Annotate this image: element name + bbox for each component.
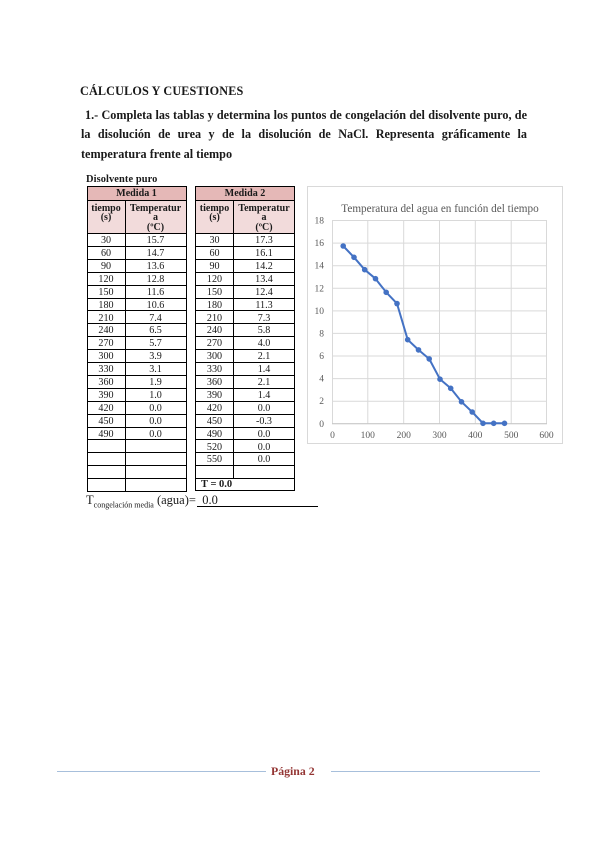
svg-text:Temperatura del agua en funció: Temperatura del agua en función del tiem… [341,203,539,215]
svg-text:12: 12 [315,284,325,294]
svg-text:500: 500 [504,431,519,441]
svg-text:14: 14 [315,262,325,272]
svg-text:100: 100 [361,431,376,441]
svg-text:600: 600 [539,431,554,441]
svg-text:4: 4 [319,375,324,385]
svg-text:200: 200 [397,431,412,441]
svg-text:10: 10 [315,307,325,317]
svg-text:300: 300 [432,431,447,441]
svg-text:6: 6 [319,352,324,362]
svg-text:2: 2 [319,397,324,407]
svg-text:0: 0 [319,420,324,430]
svg-text:18: 18 [315,217,325,227]
svg-text:16: 16 [315,239,325,249]
svg-text:400: 400 [468,431,483,441]
svg-text:8: 8 [319,329,324,339]
svg-text:0: 0 [330,431,335,441]
